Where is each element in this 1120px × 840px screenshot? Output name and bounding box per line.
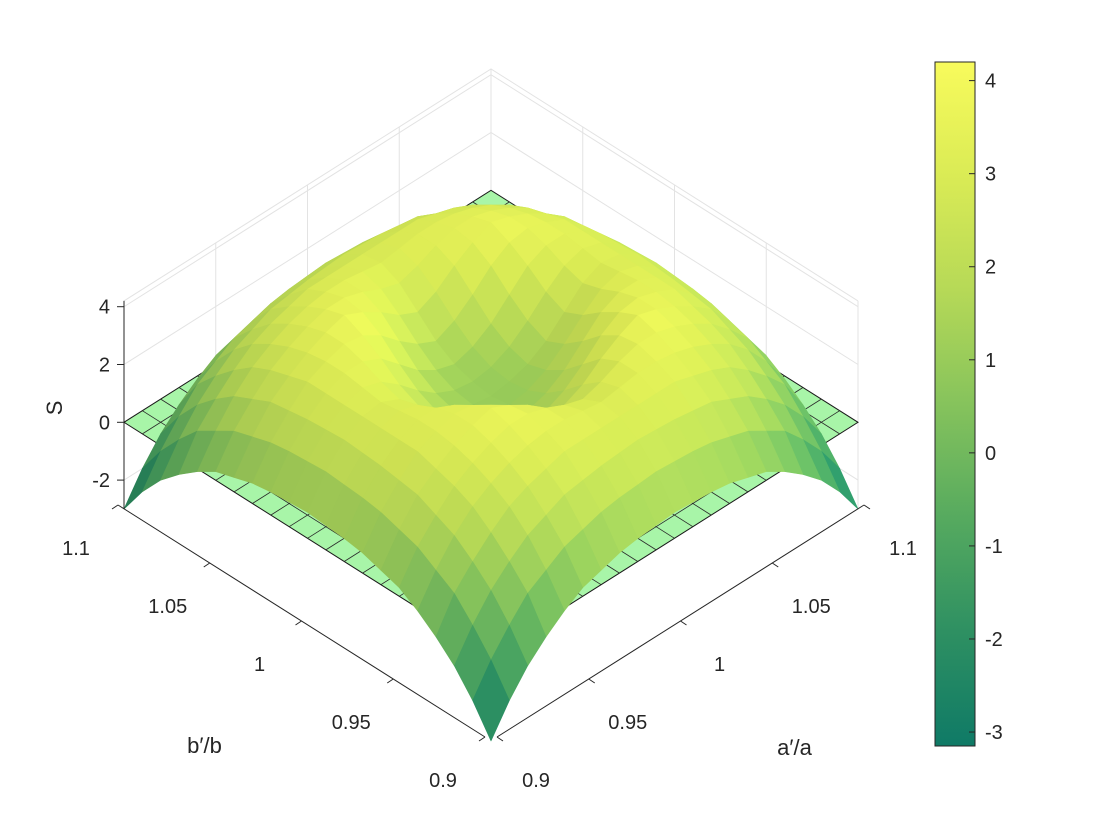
x-tick-label: 1.05: [792, 596, 831, 618]
y-tick-label: 1.1: [62, 538, 90, 560]
z-axis-label: S: [42, 401, 67, 416]
z-tick-label: 2: [99, 355, 110, 377]
y-tick-label: 1.05: [148, 596, 187, 618]
colorbar-tick-label: -2: [985, 629, 1003, 651]
y-axis-tick: [203, 562, 211, 568]
x-axis-tick: [496, 736, 504, 742]
back-gridline-z-3: [123, 74, 859, 308]
z-tick-label: 0: [99, 412, 110, 434]
x-axis-tick: [680, 620, 687, 626]
colorbar-tick-label: 3: [985, 164, 996, 186]
y-tick-label: 0.95: [332, 712, 371, 734]
y-axis-tick: [295, 620, 302, 626]
colorbar-tick-label: 4: [985, 71, 996, 93]
axes-group: 0.9 0.95 1 1.05 1.1 0.9 0.95 1 1.05 1.1 -2 0 2 4: [62, 297, 917, 792]
x-tick-label: 0.9: [522, 770, 550, 792]
colorbar-tick-label: 2: [985, 257, 996, 279]
x-axis-tick: [863, 504, 871, 510]
x-tick-label: 0.95: [608, 712, 647, 734]
x-axis-tick: [588, 678, 596, 684]
z-tick-label: -2: [92, 470, 110, 492]
surface-patch: [472, 659, 510, 742]
x-tick-label: 1.1: [889, 538, 917, 560]
colorbar-tick-label: -3: [985, 722, 1003, 744]
y-axis-tick: [386, 678, 394, 684]
y-axis-tick: [478, 736, 486, 742]
y-tick-label: 1: [254, 654, 265, 676]
y-axis-tick: [111, 504, 119, 510]
colorbar: -3 -2 -1 0 1 2 3 4: [934, 61, 1003, 747]
y-tick-label: 0.9: [429, 770, 457, 792]
z-tick-label: 4: [99, 297, 110, 319]
y-axis-label: b′/b: [187, 733, 222, 758]
surface-mesh: [123, 204, 859, 742]
x-axis-tick: [771, 562, 779, 568]
x-tick-label: 1: [714, 654, 725, 676]
colorbar-tick-label: 0: [985, 443, 996, 465]
colorbar-strip: [934, 61, 976, 747]
colorbar-tick-label: 1: [985, 350, 996, 372]
colorbar-ticks: -3 -2 -1 0 1 2 3 4: [969, 71, 1003, 744]
x-axis-label: a′/a: [777, 735, 812, 760]
back-gridline-z-4: [123, 68, 859, 302]
back-gridline-z-2: [123, 131, 859, 365]
colorbar-tick-label: -1: [985, 536, 1003, 558]
